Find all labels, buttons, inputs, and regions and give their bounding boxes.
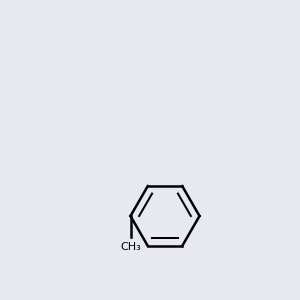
Text: CH₃: CH₃ <box>120 242 141 251</box>
